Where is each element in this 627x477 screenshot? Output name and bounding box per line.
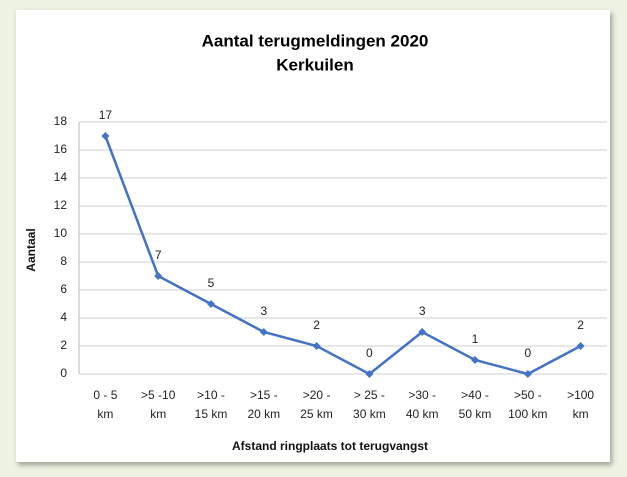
x-tick-label: >40 - xyxy=(461,388,489,402)
x-tick-label: km xyxy=(150,407,166,421)
data-point xyxy=(101,132,110,140)
data-label: 17 xyxy=(99,108,113,122)
y-tick-label: 8 xyxy=(60,254,67,268)
y-tick-label: 18 xyxy=(54,114,68,128)
x-tick-label: km xyxy=(573,407,589,421)
data-label: 0 xyxy=(524,346,531,360)
data-point xyxy=(207,300,215,308)
y-tick-label: 4 xyxy=(60,310,67,324)
x-tick-label: 40 km xyxy=(406,407,439,421)
x-tick-label: >20 - xyxy=(303,388,331,402)
y-tick-label: 0 xyxy=(60,366,67,380)
y-tick-label: 12 xyxy=(54,198,68,212)
y-axis-title: Aantaal xyxy=(24,228,38,271)
chart-subtitle: Kerkuilen xyxy=(276,55,353,74)
y-tick-label: 14 xyxy=(54,170,68,184)
y-tick-label: 16 xyxy=(54,142,68,156)
data-label: 2 xyxy=(577,318,584,332)
data-point xyxy=(312,342,321,350)
x-tick-label: > 25 - xyxy=(354,388,385,402)
data-point xyxy=(365,370,374,378)
data-label: 5 xyxy=(208,276,215,290)
x-tick-label: 15 km xyxy=(195,407,228,421)
data-label: 1 xyxy=(472,332,479,346)
data-point xyxy=(471,356,479,364)
chart-title: Aantal terugmeldingen 2020 xyxy=(202,31,429,50)
x-tick-label: 25 km xyxy=(300,407,333,421)
x-tick-label: >30 - xyxy=(408,388,436,402)
y-tick-label: 6 xyxy=(60,282,67,296)
x-tick-label: 20 km xyxy=(247,407,280,421)
data-point xyxy=(523,370,532,378)
x-tick-label: 50 km xyxy=(459,407,492,421)
x-tick-label: 30 km xyxy=(353,407,386,421)
data-point xyxy=(576,342,585,350)
x-tick-label: >15 - xyxy=(250,388,278,402)
chart-panel xyxy=(16,10,610,462)
data-label: 3 xyxy=(260,304,267,318)
data-label: 0 xyxy=(366,346,373,360)
data-label: 3 xyxy=(419,304,426,318)
data-point xyxy=(418,328,427,336)
x-tick-label: >50 - xyxy=(514,388,542,402)
x-tick-label: >10 - xyxy=(197,388,225,402)
data-label: 7 xyxy=(155,248,162,262)
x-tick-label: 100 km xyxy=(508,407,547,421)
y-tick-label: 10 xyxy=(54,226,68,240)
y-tick-label: 2 xyxy=(60,338,67,352)
x-tick-label: km xyxy=(97,407,113,421)
data-point xyxy=(259,328,268,336)
data-line xyxy=(104,135,582,376)
x-tick-label: >100 xyxy=(567,388,594,402)
data-point xyxy=(154,272,163,280)
x-tick-label: >5 -10 xyxy=(141,388,176,402)
x-tick-label: 0 - 5 xyxy=(93,388,117,402)
x-axis-title: Afstand ringplaats tot terugvangst xyxy=(232,439,428,453)
data-label: 2 xyxy=(313,318,320,332)
